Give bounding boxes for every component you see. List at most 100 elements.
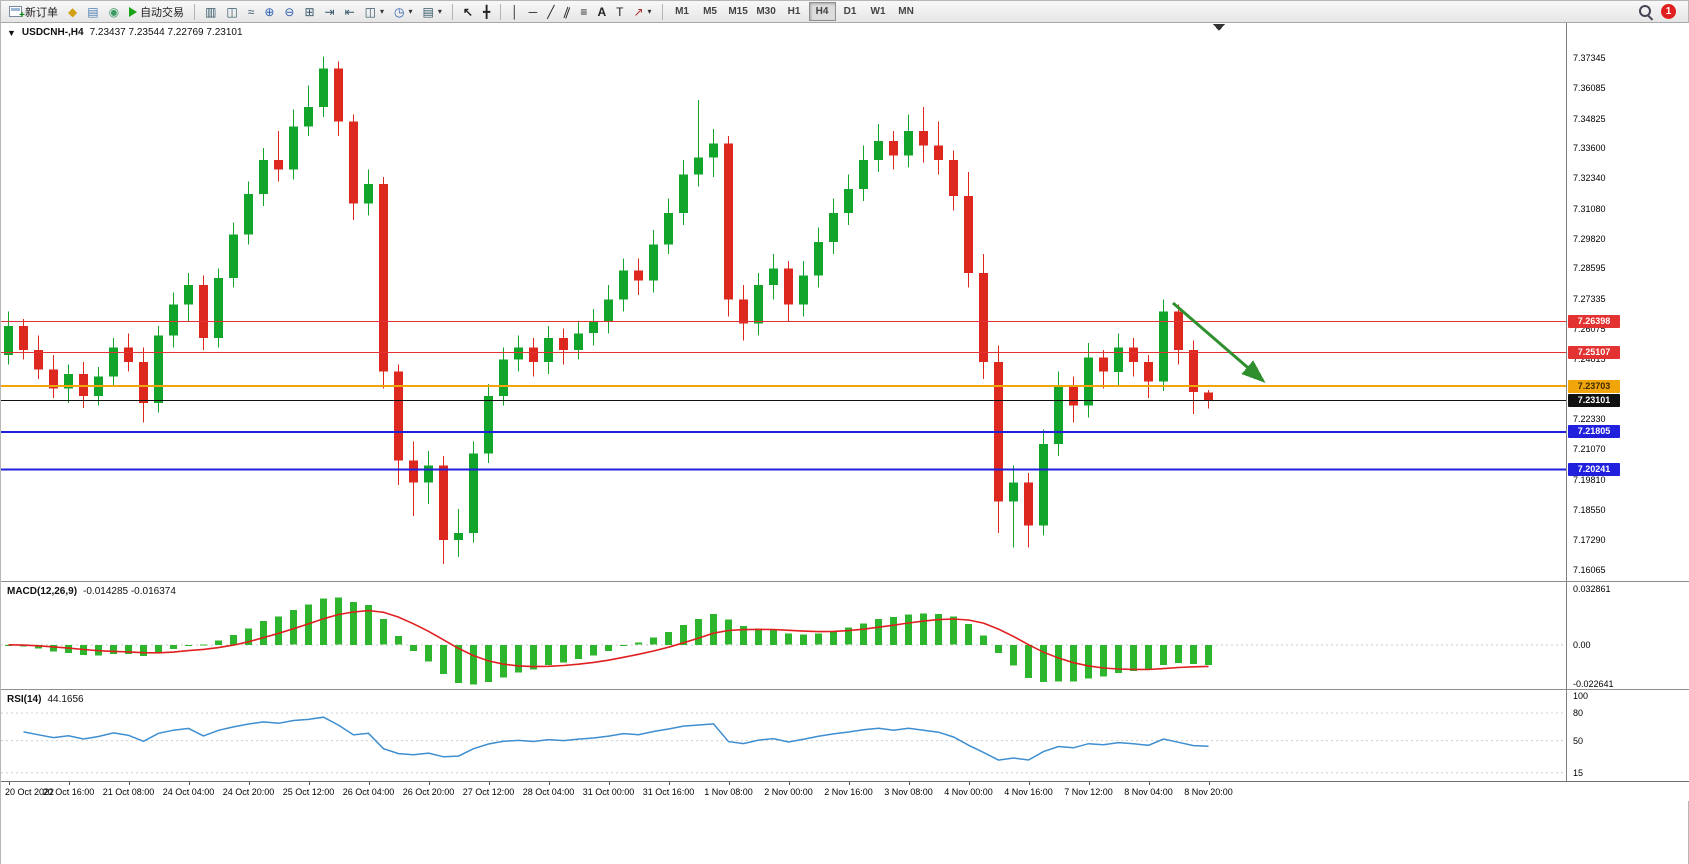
horizontal-line-icon: ─ xyxy=(528,4,538,19)
chart-shift-icon: ⇤ xyxy=(344,4,355,19)
time-tick xyxy=(488,782,490,785)
label-button[interactable]: T xyxy=(612,2,627,21)
main-toolbar: 新订单 ◆ ▤ ◉ 自动交易 ▥ ◫ ≈ ⊕ ⊖ ⊞ ⇥ ⇤ ◫▾ ◷▾ ▤▾ … xyxy=(1,1,1688,23)
channel-button[interactable]: ∥ xyxy=(560,2,574,21)
timeframe-m5[interactable]: M5 xyxy=(697,2,724,21)
rsi-label: RSI(14) xyxy=(7,694,42,705)
candlestick-button[interactable]: ◫ xyxy=(222,2,241,21)
price-axis[interactable]: 7.37345 7.36085 7.34825 7.33600 7.32340 7.310… xyxy=(1566,23,1689,581)
text-button[interactable]: A xyxy=(593,2,610,21)
time-label: 20 Oct 16:00 xyxy=(42,787,95,797)
axis-tick-label: 7.24815 xyxy=(1573,354,1606,365)
time-tick xyxy=(248,782,250,785)
time-tick xyxy=(428,782,430,785)
rsi-axis[interactable]: 100 80 50 15 xyxy=(1566,690,1689,781)
zoom-in-button[interactable]: ⊕ xyxy=(260,2,278,21)
macd-panel[interactable]: MACD(12,26,9) -0.014285 -0.016374 0.0328… xyxy=(1,581,1689,689)
cursor-button[interactable]: ↖ xyxy=(459,2,477,21)
rsi-chart[interactable] xyxy=(1,690,1566,782)
time-label: 3 Nov 08:00 xyxy=(884,787,933,797)
time-label: 21 Oct 08:00 xyxy=(102,787,155,797)
chart-ohlc-values: 7.23437 7.23544 7.22769 7.23101 xyxy=(89,27,243,38)
bar-chart-icon: ▥ xyxy=(205,4,217,19)
axis-tick-label: 7.17290 xyxy=(1573,535,1606,546)
price-tag: 7.21805 xyxy=(1568,425,1620,439)
time-label: 20 Oct 2022 xyxy=(5,787,55,797)
rsi-panel[interactable]: RSI(14) 44.1656 100 80 50 15 xyxy=(1,689,1689,781)
arrows-tool-button[interactable]: ↗ ▾ xyxy=(629,2,655,21)
arrow-tool-icon: ↗ xyxy=(633,4,644,19)
autotrading-play-icon xyxy=(129,6,138,17)
cursor-icon: ↖ xyxy=(462,4,473,19)
trendline-button[interactable]: ╱ xyxy=(543,2,558,21)
horizontal-line-button[interactable]: ─ xyxy=(525,2,542,21)
time-tick xyxy=(728,782,730,785)
timeframe-m15[interactable]: M15 xyxy=(725,2,752,21)
crosshair-icon: ╋ xyxy=(482,4,491,19)
timeframe-h4[interactable]: H4 xyxy=(808,2,836,21)
dropdown-arrow-icon: ▾ xyxy=(437,7,442,16)
time-tick xyxy=(548,782,550,785)
macd-label-row: MACD(12,26,9) -0.014285 -0.016374 xyxy=(7,586,176,597)
dropdown-arrow-icon: ▾ xyxy=(380,7,385,16)
macd-axis[interactable]: 0.032861 0.00 -0.022641 xyxy=(1566,582,1689,689)
templates-button[interactable]: ▤ ▾ xyxy=(419,2,446,21)
autotrading-label: 自动交易 xyxy=(140,6,185,19)
profiles-button[interactable]: ◷ ▾ xyxy=(390,2,417,21)
candlestick-icon: ◫ xyxy=(226,4,238,19)
axis-tick-label: 100 xyxy=(1573,691,1589,701)
timeframe-w1[interactable]: W1 xyxy=(865,2,892,21)
timeframe-d1[interactable]: D1 xyxy=(837,2,864,21)
price-tag: 7.23703 xyxy=(1568,379,1620,393)
zoom-out-icon: ⊖ xyxy=(284,4,295,19)
text-icon: A xyxy=(597,4,607,19)
axis-tick-label: 7.37345 xyxy=(1573,52,1606,63)
new-order-label: 新订单 xyxy=(25,6,58,19)
vertical-line-button[interactable]: │ xyxy=(507,2,523,21)
bar-chart-button[interactable]: ▥ xyxy=(201,2,220,21)
new-chart-button[interactable]: ◫ ▾ xyxy=(361,2,388,21)
vertical-line-icon: │ xyxy=(511,4,519,19)
metaeditor-button[interactable]: ◉ xyxy=(105,2,123,21)
macd-values: -0.014285 -0.016374 xyxy=(83,586,176,597)
template-icon: ▤ xyxy=(422,4,434,19)
auto-scroll-icon: ⇥ xyxy=(324,4,335,19)
timeframe-mn[interactable]: MN xyxy=(893,2,920,21)
toolbar-separator xyxy=(661,3,663,20)
axis-tick-label: 7.22330 xyxy=(1573,414,1606,425)
auto-scroll-button[interactable]: ⇥ xyxy=(321,2,339,21)
main-price-panel[interactable]: ▼ USDCNH-,H4 7.23437 7.23544 7.22769 7.2… xyxy=(1,23,1689,581)
time-axis[interactable]: 20 Oct 2022 20 Oct 16:00 21 Oct 08:00 24 Oc… xyxy=(1,781,1689,801)
line-chart-button[interactable]: ≈ xyxy=(244,2,259,21)
candlestick-chart[interactable] xyxy=(1,23,1566,581)
new-order-button[interactable]: 新订单 xyxy=(5,2,62,21)
terminal-button[interactable]: ◆ xyxy=(64,2,81,21)
one-click-trading-toggle[interactable]: ▼ xyxy=(7,27,16,38)
timeframe-h1[interactable]: H1 xyxy=(781,2,808,21)
axis-tick-label: 50 xyxy=(1573,735,1584,746)
toolbar-separator xyxy=(451,3,453,20)
axis-tick-label: 7.29820 xyxy=(1573,233,1606,244)
time-label: 1 Nov 08:00 xyxy=(704,787,753,797)
crosshair-button[interactable]: ╋ xyxy=(479,2,494,21)
search-icon[interactable] xyxy=(1638,4,1653,19)
strategy-tester-button[interactable]: ▤ xyxy=(83,2,102,21)
time-tick xyxy=(968,782,970,785)
autotrading-button[interactable]: 自动交易 xyxy=(125,2,188,21)
time-tick xyxy=(8,782,10,785)
timeframe-m30[interactable]: M30 xyxy=(753,2,780,21)
fibonacci-button[interactable]: ≡ xyxy=(576,2,591,21)
price-tag: 7.20241 xyxy=(1568,462,1620,476)
axis-tick-label: 15 xyxy=(1573,767,1584,778)
time-tick xyxy=(1208,782,1210,785)
zoom-out-button[interactable]: ⊖ xyxy=(280,2,298,21)
chart-shift-button[interactable]: ⇤ xyxy=(341,2,359,21)
dropdown-arrow-icon: ▾ xyxy=(408,7,413,16)
timeframe-m1[interactable]: M1 xyxy=(669,2,696,21)
macd-chart[interactable] xyxy=(1,582,1566,690)
time-label: 8 Nov 04:00 xyxy=(1124,787,1173,797)
tile-windows-button[interactable]: ⊞ xyxy=(300,2,318,21)
notification-badge[interactable]: 1 xyxy=(1661,4,1676,19)
terminal-icon: ◆ xyxy=(68,4,78,19)
